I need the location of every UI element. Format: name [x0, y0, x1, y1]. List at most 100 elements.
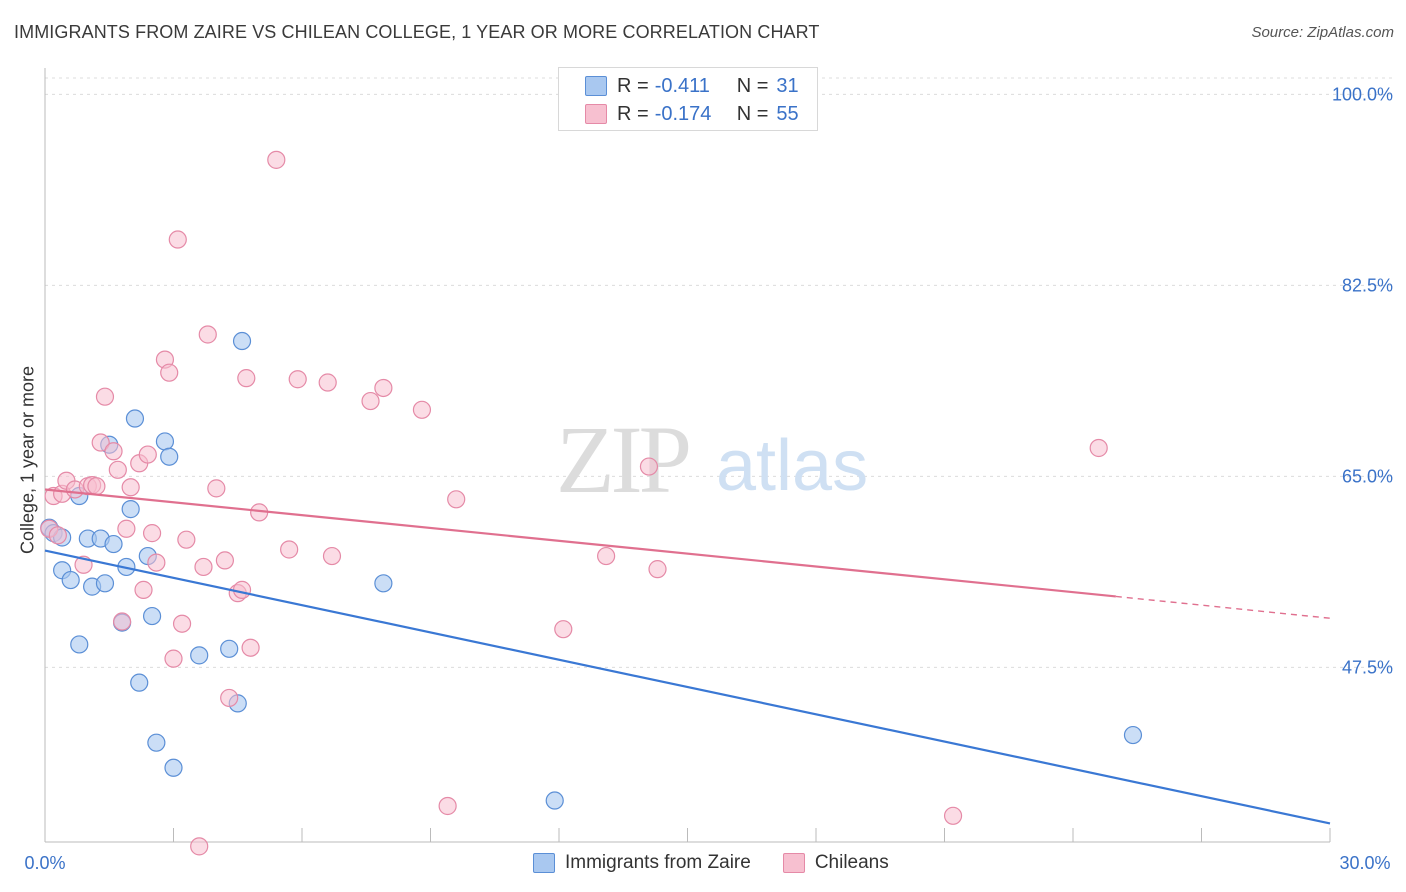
axes	[44, 68, 1331, 843]
chileans-point	[318, 373, 337, 392]
zaire-point	[142, 606, 162, 626]
chileans-point	[639, 457, 659, 476]
x-tick-label-min: 0.0%	[24, 853, 65, 873]
chileans-point	[322, 546, 342, 566]
zaire-point	[545, 791, 564, 810]
y-tick-label: 82.5%	[1342, 275, 1393, 295]
chileans-point	[943, 806, 963, 825]
legend-item-zaire[interactable]: Immigrants from Zaire	[533, 852, 751, 874]
chileans-point	[1089, 438, 1108, 458]
legend-n-value: 31	[776, 74, 799, 97]
chileans-point	[108, 460, 127, 479]
legend-row-zaire: R = -0.411 N = 31	[585, 73, 799, 99]
zaire-point	[95, 574, 115, 593]
chileans-point	[48, 526, 67, 545]
legend-r-value: -0.411	[654, 74, 710, 97]
y-tick-label: 100.0%	[1332, 84, 1393, 104]
chileans-trend-extension	[1115, 595, 1331, 619]
legend-item-chileans[interactable]: Chileans	[782, 852, 889, 874]
legend-swatch-blue	[585, 76, 607, 96]
legend-n-label: N =	[736, 102, 769, 125]
chileans-point	[220, 688, 239, 708]
chileans-point	[412, 400, 432, 419]
chileans-point	[138, 445, 157, 464]
legend-n-label: N =	[736, 74, 769, 97]
chileans-point	[190, 837, 209, 856]
chileans-point	[215, 551, 234, 570]
zaire-point	[61, 570, 80, 590]
watermark-zip: ZIP	[556, 406, 689, 513]
chileans-point	[232, 580, 252, 599]
watermark: ZIP atlas	[556, 406, 868, 513]
chileans-point	[104, 442, 123, 461]
y-tick-label: 65.0%	[1342, 466, 1393, 486]
zaire-point	[232, 331, 252, 351]
chileans-point	[142, 524, 162, 543]
y-tick-label: 47.5%	[1342, 657, 1393, 677]
chileans-point	[554, 620, 573, 639]
chileans-point	[597, 546, 616, 566]
chileans-point	[91, 433, 110, 452]
chileans-point	[280, 540, 299, 559]
chileans-point	[438, 796, 457, 816]
zaire-point	[1123, 725, 1143, 745]
x-tick-labels: 0.0% 30.0%	[24, 853, 1390, 873]
chileans-point	[237, 369, 256, 388]
series-legend: Immigrants from Zaire Chileans	[533, 852, 921, 874]
zaire-point	[104, 534, 123, 554]
chileans-point	[134, 580, 153, 599]
chileans-point	[288, 370, 307, 389]
legend-r-value: -0.174	[654, 102, 712, 125]
chileans-point	[160, 363, 179, 382]
legend-label-chileans: Chileans	[814, 852, 889, 873]
legend-n-value: 55	[776, 102, 799, 125]
legend-swatch-zaire	[533, 853, 555, 873]
chileans-point	[87, 477, 106, 496]
chileans-point	[168, 230, 187, 249]
chart-title: IMMIGRANTS FROM ZAIRE VS CHILEAN COLLEGE…	[14, 22, 820, 42]
zaire-point	[125, 409, 145, 428]
watermark-atlas: atlas	[716, 426, 868, 506]
chileans-point	[648, 560, 667, 579]
chileans-point	[207, 479, 226, 498]
chileans-point	[177, 530, 196, 549]
chileans-point	[112, 612, 132, 631]
chileans-point	[447, 490, 466, 509]
trend-lines	[44, 488, 1331, 825]
legend-swatch-pink	[585, 104, 607, 124]
x-tick-label-max: 30.0%	[1339, 853, 1390, 873]
legend-row-chileans: R = -0.174 N = 55	[585, 101, 799, 127]
chileans-point	[374, 378, 393, 398]
chileans-point	[117, 519, 136, 538]
zaire-point	[121, 500, 140, 519]
legend-r-label: R =	[617, 102, 649, 125]
chileans-point	[121, 478, 140, 497]
chileans-point	[194, 557, 213, 577]
y-tick-labels: 47.5% 65.0% 82.5% 100.0%	[1332, 84, 1393, 677]
chileans-point	[95, 387, 115, 406]
zaire-point	[130, 673, 149, 692]
chileans-trend-line	[44, 488, 1116, 598]
series-chileans-points	[40, 150, 1108, 856]
source-credit: Source: ZipAtlas.com	[1251, 24, 1394, 41]
zaire-point	[160, 447, 179, 466]
chileans-point	[164, 649, 183, 668]
legend-r-label: R =	[617, 74, 649, 97]
zaire-point	[155, 432, 175, 451]
chileans-point	[147, 553, 166, 572]
zaire-point	[220, 639, 239, 658]
y-axis-label: College, 1 year or more	[17, 365, 38, 555]
chileans-point	[241, 638, 260, 657]
zaire-point	[164, 758, 183, 777]
chileans-point	[172, 614, 192, 633]
zaire-point	[374, 574, 393, 593]
zaire-point	[147, 733, 166, 752]
chileans-point	[267, 150, 286, 169]
legend-label-zaire: Immigrants from Zaire	[565, 852, 751, 873]
chileans-point	[361, 391, 380, 411]
zaire-trend-line	[44, 549, 1331, 825]
legend-swatch-chileans	[782, 853, 805, 873]
zaire-point	[190, 646, 209, 665]
correlation-legend: R = -0.411 N = 31 R = -0.174 N = 55	[558, 67, 818, 131]
